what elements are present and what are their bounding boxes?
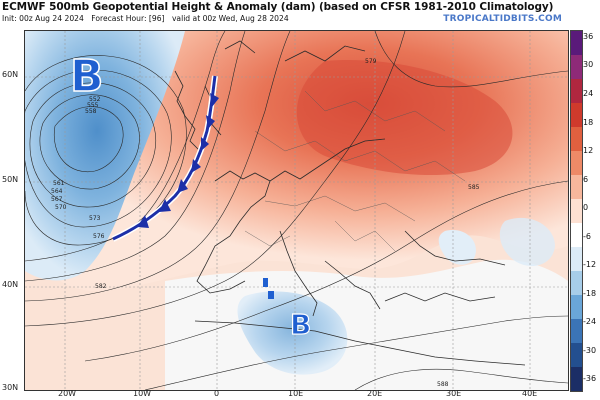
graticule: [25, 31, 568, 390]
lat-label: 50N: [2, 175, 19, 184]
contour-label: 555: [87, 102, 99, 109]
chart-title: ECMWF 500mb Geopotential Height & Anomal…: [2, 1, 554, 13]
lon-label: 10E: [288, 389, 304, 398]
colorbar-segment: [571, 79, 582, 103]
coastlines: [174, 40, 526, 366]
lon-label: 20E: [367, 389, 383, 398]
low-pressure-mediterranean-letter: B: [290, 308, 311, 341]
map-canvas: 573 576 582 585 588 570 567 564 561 558 …: [25, 31, 568, 390]
colorbar-segment: [571, 151, 582, 175]
lon-label: 0: [214, 389, 220, 398]
colorbar-segment: [571, 271, 582, 295]
contour-label: 576: [93, 233, 105, 240]
lon-label: 30E: [446, 389, 462, 398]
lon-label: 20W: [58, 389, 77, 398]
anomaly-colorbar: [570, 30, 583, 392]
colorbar-tick: -6: [583, 232, 591, 241]
contour-label: 552: [89, 96, 101, 103]
colorbar-tick: -30: [583, 346, 597, 355]
colorbar-segment: [571, 127, 582, 151]
contour-label: 564: [51, 188, 63, 195]
forecast-hour: Forecast Hour: [96]: [91, 14, 165, 23]
chart-header: ECMWF 500mb Geopotential Height & Anomal…: [0, 0, 600, 30]
lat-label: 30N: [2, 383, 19, 392]
contour-label: 558: [85, 108, 97, 115]
colorbar-tick: -36: [583, 374, 597, 383]
colorbar-segment: [571, 223, 582, 247]
colorbar-tick: 24: [583, 89, 594, 98]
colorbar-segment: [571, 199, 582, 223]
valid-time: valid at 00z Wed, Aug 28 2024: [171, 14, 289, 23]
contour-label: 588: [437, 381, 449, 388]
cold-anomaly-east-2: [438, 230, 476, 265]
lat-label: 60N: [2, 70, 19, 79]
cold-front: [111, 75, 219, 242]
colorbar-segment: [571, 103, 582, 127]
colorbar-tick: 30: [583, 60, 594, 69]
colorbar-tick: 18: [583, 118, 594, 127]
map-panel: 573 576 582 585 588 570 567 564 561 558 …: [24, 30, 569, 391]
colorbar-tick: -12: [583, 260, 597, 269]
colorbar-tick: -24: [583, 317, 597, 326]
colorbar-segment: [571, 319, 582, 343]
colorbar-tick: 0: [583, 203, 589, 212]
lon-label: 10W: [133, 389, 152, 398]
lat-label: 40N: [2, 280, 19, 289]
colorbar-tick: -18: [583, 289, 597, 298]
low-pressure-atlantic-letter: B: [70, 51, 104, 102]
contour-label: 582: [95, 283, 107, 290]
neutral-mediterranean: [165, 259, 568, 390]
cold-anomaly-mediterranean: [237, 291, 348, 375]
contour-label: 579: [365, 58, 377, 65]
init-time: Init: 00z Aug 24 2024: [2, 14, 84, 23]
colorbar-segment: [571, 55, 582, 79]
chart-subtitle: Init: 00z Aug 24 2024 Forecast Hour: [96…: [2, 14, 294, 23]
contour-label: 567: [51, 196, 63, 203]
contour-label: 570: [55, 204, 67, 211]
borders: [244, 90, 466, 252]
cold-anomaly-atlantic: [25, 31, 185, 281]
contour-label: 585: [468, 184, 480, 191]
contour-labels: 573 576 582 585 588 570 567 564 561 558 …: [51, 58, 480, 388]
contour-label: 561: [53, 180, 65, 187]
colorbar-segment: [571, 295, 582, 319]
cold-anomaly-east: [499, 217, 555, 266]
colorbar-segment: [571, 31, 582, 55]
lon-label: 40E: [522, 389, 538, 398]
colorbar-segment: [571, 247, 582, 271]
height-contours: [25, 31, 568, 390]
contour-label: 573: [89, 215, 101, 222]
colorbar-segment: [571, 175, 582, 199]
colorbar-segment: [571, 367, 582, 391]
colorbar-tick: 12: [583, 146, 594, 155]
colorbar-tick: 6: [583, 175, 589, 184]
colorbar-tick: 36: [583, 32, 594, 41]
med-marker-icons: [263, 278, 274, 299]
watermark: TROPICALTIDBITS.COM: [443, 14, 562, 24]
colorbar-segment: [571, 343, 582, 367]
